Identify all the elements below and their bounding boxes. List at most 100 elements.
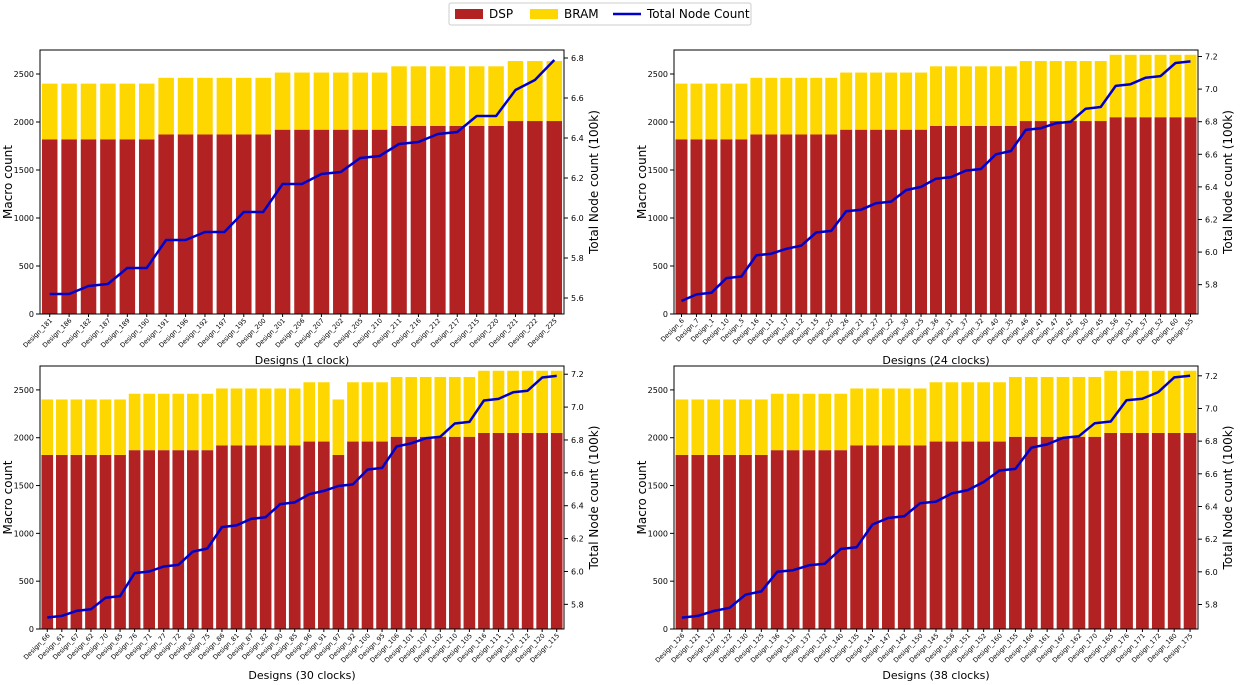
y-tick-label: 2000 bbox=[648, 118, 668, 127]
bar-dsp bbox=[492, 432, 505, 629]
bar-dsp bbox=[259, 445, 272, 629]
bar-dsp bbox=[750, 134, 763, 314]
bar-bram bbox=[85, 399, 97, 455]
bar-bram bbox=[527, 61, 543, 122]
bar-bram bbox=[850, 388, 863, 446]
bar-dsp bbox=[945, 441, 959, 629]
bar-bram bbox=[410, 66, 427, 126]
bar-bram bbox=[795, 77, 808, 135]
y-axis-label: Macro count bbox=[635, 145, 649, 219]
y2-tick-label: 7.2 bbox=[1205, 53, 1218, 62]
y-tick-label: 1000 bbox=[648, 214, 668, 223]
bar-dsp bbox=[488, 125, 504, 314]
bar-dsp bbox=[1183, 432, 1197, 629]
bar-dsp bbox=[1109, 117, 1122, 314]
bar-bram bbox=[913, 388, 927, 446]
bar-bram bbox=[318, 382, 330, 442]
bar-dsp bbox=[795, 134, 808, 314]
bar-bram bbox=[739, 399, 752, 455]
y2-axis-label: Total Node count (100k) bbox=[587, 426, 601, 571]
y2-tick-label: 6.8 bbox=[1205, 437, 1218, 446]
bar-dsp bbox=[675, 454, 689, 629]
bar-bram bbox=[492, 370, 505, 433]
bar-bram bbox=[1094, 61, 1107, 122]
bar-bram bbox=[691, 399, 705, 455]
bar-dsp bbox=[850, 445, 863, 629]
bar-dsp bbox=[885, 129, 898, 314]
bar-dsp bbox=[128, 450, 141, 629]
bar-bram bbox=[157, 393, 170, 451]
bar-dsp bbox=[1064, 121, 1077, 314]
bar-bram bbox=[259, 388, 272, 446]
bar-dsp bbox=[187, 450, 199, 629]
bar-dsp bbox=[361, 441, 374, 629]
bar-dsp bbox=[138, 139, 155, 314]
bar-dsp bbox=[507, 432, 519, 629]
bar-dsp bbox=[870, 129, 883, 314]
bar-bram bbox=[70, 399, 83, 455]
bar-dsp bbox=[313, 129, 330, 314]
bar-bram bbox=[361, 382, 374, 442]
bar-dsp bbox=[1072, 436, 1086, 629]
bar-dsp bbox=[294, 129, 310, 314]
bar-bram bbox=[332, 399, 345, 455]
y2-tick-label: 6.8 bbox=[571, 436, 584, 445]
bar-dsp bbox=[1136, 432, 1149, 629]
bar-dsp bbox=[1151, 432, 1165, 629]
bar-dsp bbox=[802, 450, 816, 629]
bar-dsp bbox=[1124, 117, 1137, 314]
bar-bram bbox=[750, 77, 763, 135]
bar-dsp bbox=[1154, 117, 1167, 314]
bar-bram bbox=[1151, 370, 1165, 433]
bar-dsp bbox=[114, 454, 126, 629]
bar-bram bbox=[390, 376, 403, 437]
bar-bram bbox=[974, 66, 987, 126]
y-tick-label: 2000 bbox=[14, 434, 34, 443]
bar-dsp bbox=[41, 454, 54, 629]
bar-dsp bbox=[1088, 436, 1102, 629]
y2-tick-label: 6.8 bbox=[571, 54, 584, 63]
bar-dsp bbox=[1167, 432, 1181, 629]
bar-dsp bbox=[347, 441, 359, 629]
bar-bram bbox=[449, 376, 461, 437]
y2-tick-label: 6.6 bbox=[1205, 470, 1218, 479]
y-tick-label: 0 bbox=[663, 625, 668, 634]
bar-dsp bbox=[915, 129, 928, 314]
bar-bram bbox=[521, 370, 534, 433]
bar-dsp bbox=[897, 445, 911, 629]
y-tick-label: 1500 bbox=[648, 166, 668, 175]
bar-dsp bbox=[1169, 117, 1182, 314]
bar-bram bbox=[1104, 370, 1118, 433]
bar-dsp bbox=[1094, 121, 1107, 314]
bar-dsp bbox=[61, 139, 77, 314]
bar-dsp bbox=[468, 125, 485, 314]
bar-dsp bbox=[434, 436, 447, 629]
bar-bram bbox=[405, 376, 417, 437]
x-axis-label: Designs (1 clock) bbox=[255, 354, 350, 367]
y2-tick-label: 7.2 bbox=[571, 370, 584, 379]
bar-dsp bbox=[197, 134, 213, 314]
bar-dsp bbox=[80, 139, 97, 314]
bar-dsp bbox=[930, 125, 942, 314]
bar-bram bbox=[1124, 54, 1137, 118]
y-tick-label: 500 bbox=[653, 577, 668, 586]
bar-dsp bbox=[735, 139, 748, 314]
legend: DSP BRAM Total Node Count bbox=[448, 2, 752, 26]
bar-dsp bbox=[977, 441, 990, 629]
bar-bram bbox=[1169, 54, 1182, 118]
bar-bram bbox=[80, 83, 97, 140]
y-tick-label: 500 bbox=[19, 577, 34, 586]
bar-bram bbox=[1004, 66, 1017, 126]
y2-tick-label: 6.6 bbox=[1205, 150, 1218, 159]
y2-tick-label: 6.2 bbox=[571, 535, 584, 544]
bar-bram bbox=[1184, 54, 1197, 118]
y-tick-label: 0 bbox=[29, 625, 34, 634]
bar-bram bbox=[786, 393, 800, 451]
y2-tick-label: 7.0 bbox=[1205, 404, 1218, 413]
bar-bram bbox=[201, 393, 214, 451]
legend-bram-swatch bbox=[530, 9, 558, 19]
y2-tick-label: 6.2 bbox=[1205, 215, 1218, 224]
y2-tick-label: 6.6 bbox=[571, 94, 584, 103]
bar-dsp bbox=[825, 134, 838, 314]
total-node-count-line bbox=[681, 374, 1191, 619]
